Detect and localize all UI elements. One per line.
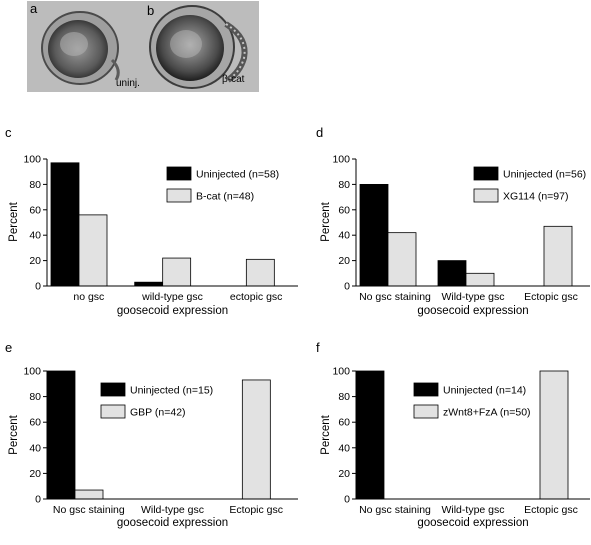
- y-axis-title: Percent: [320, 201, 332, 241]
- panel-label-e: e: [5, 340, 12, 355]
- x-tick-label: Ectopic gsc: [524, 504, 578, 516]
- y-tick-label: 0: [344, 281, 350, 293]
- y-tick-label: 80: [338, 391, 350, 403]
- y-tick-label: 0: [35, 281, 41, 293]
- x-tick-label: Ectopic gsc: [229, 504, 283, 516]
- x-tick-label: Ectopic gsc: [524, 291, 578, 303]
- y-tick-label: 40: [29, 442, 41, 454]
- image-label-beta-catenin: β-cat: [222, 74, 245, 85]
- bar-s2-c1: [78, 214, 108, 287]
- x-tick-label: Wild-type gsc: [441, 504, 504, 516]
- y-tick-label: 100: [23, 154, 41, 166]
- legend-label: XG114 (n=97): [503, 191, 568, 203]
- legend-swatch: [100, 404, 126, 419]
- bar-s1-c1: [50, 162, 80, 287]
- bar-s1-c1: [359, 183, 389, 287]
- y-tick-label: 20: [338, 255, 350, 267]
- x-tick-label: no gsc: [73, 291, 104, 303]
- y-axis-title: Percent: [8, 201, 20, 241]
- bar-s1-c2: [134, 281, 164, 287]
- bar-s2-c3: [241, 379, 271, 500]
- bar-s2-c2: [465, 272, 495, 287]
- bar-s1-c1: [355, 370, 385, 500]
- bar-s1-c1: [46, 370, 76, 500]
- bar-s2-c3: [245, 258, 275, 287]
- x-tick-label: No gsc staining: [359, 504, 431, 516]
- y-tick-label: 100: [332, 366, 350, 378]
- bar-s2-c1: [387, 232, 417, 287]
- y-tick-label: 20: [338, 468, 350, 480]
- chart-panel-f: f 0 20 40 60 80 100 No gsc staining Wild-type g…: [316, 340, 590, 529]
- micrograph-strip: a b uninj. β-cat: [27, 1, 259, 92]
- y-tick-label: 0: [35, 494, 41, 506]
- legend-label: GBP (n=42): [130, 407, 186, 419]
- legend-swatch: [413, 382, 439, 397]
- x-tick-label: wild-type gsc: [141, 291, 203, 303]
- bar-s2-c2: [162, 257, 192, 287]
- y-tick-label: 100: [23, 366, 41, 378]
- legend-swatch: [166, 188, 192, 203]
- image-label-uninjected: uninj.: [116, 78, 140, 89]
- legend-label: Uninjected (n=58): [196, 169, 279, 181]
- y-tick-label: 0: [344, 494, 350, 506]
- chart-panel-c: c 0 20 40 60 80 100 no gsc wild-type gsc ectopic…: [5, 125, 298, 317]
- legend-label: Uninjected (n=14): [443, 385, 526, 397]
- chart-panel-e: e 0 20 40 60 80 100 No gsc staining Wild-type g…: [5, 340, 298, 529]
- panel-label-f: f: [316, 340, 320, 355]
- legend-swatch: [473, 188, 499, 203]
- y-tick-label: 40: [338, 442, 350, 454]
- bar-s2-c3: [543, 225, 573, 287]
- y-tick-label: 60: [338, 204, 350, 216]
- embryo-uninjected-image: [41, 11, 120, 85]
- y-axis-title: Percent: [320, 414, 332, 454]
- x-axis-title: goosecoid expression: [417, 517, 528, 529]
- panel-label-d: d: [316, 125, 323, 140]
- y-tick-label: 60: [338, 417, 350, 429]
- y-tick-label: 100: [332, 154, 350, 166]
- y-tick-label: 20: [29, 468, 41, 480]
- bar-s2-c1: [74, 489, 104, 500]
- embryo-beta-catenin-image: [149, 5, 248, 89]
- y-tick-label: 60: [29, 417, 41, 429]
- x-tick-label: Wild-type gsc: [441, 291, 504, 303]
- legend-swatch: [473, 166, 499, 181]
- x-tick-label: No gsc staining: [53, 504, 125, 516]
- y-axis-title: Percent: [8, 414, 20, 454]
- chart-panel-d: d 0 20 40 60 80 100 No gsc staining Wild-type g…: [316, 125, 590, 317]
- bar-s2-c3: [539, 370, 569, 500]
- legend-label: Uninjected (n=15): [130, 385, 213, 397]
- legend-label: Uninjected (n=56): [503, 169, 586, 181]
- legend-swatch: [166, 166, 192, 181]
- bar-s1-c2: [437, 260, 467, 287]
- x-axis-title: goosecoid expression: [117, 305, 228, 317]
- y-tick-label: 20: [29, 255, 41, 267]
- y-tick-label: 60: [29, 204, 41, 216]
- legend-swatch: [413, 404, 439, 419]
- y-tick-label: 40: [338, 230, 350, 242]
- y-tick-label: 80: [338, 179, 350, 191]
- panel-label-a: a: [30, 1, 38, 16]
- legend-label: B-cat (n=48): [196, 191, 254, 203]
- y-tick-label: 80: [29, 391, 41, 403]
- y-tick-label: 80: [29, 179, 41, 191]
- y-tick-label: 40: [29, 230, 41, 242]
- legend-label: zWnt8+FzA (n=50): [443, 407, 531, 419]
- x-tick-label: Wild-type gsc: [141, 504, 204, 516]
- panel-label-b: b: [147, 3, 154, 18]
- legend-swatch: [100, 382, 126, 397]
- panel-label-c: c: [5, 125, 12, 140]
- x-tick-label: No gsc staining: [359, 291, 431, 303]
- x-tick-label: ectopic gsc: [230, 291, 283, 303]
- x-axis-title: goosecoid expression: [117, 517, 228, 529]
- x-axis-title: goosecoid expression: [417, 305, 528, 317]
